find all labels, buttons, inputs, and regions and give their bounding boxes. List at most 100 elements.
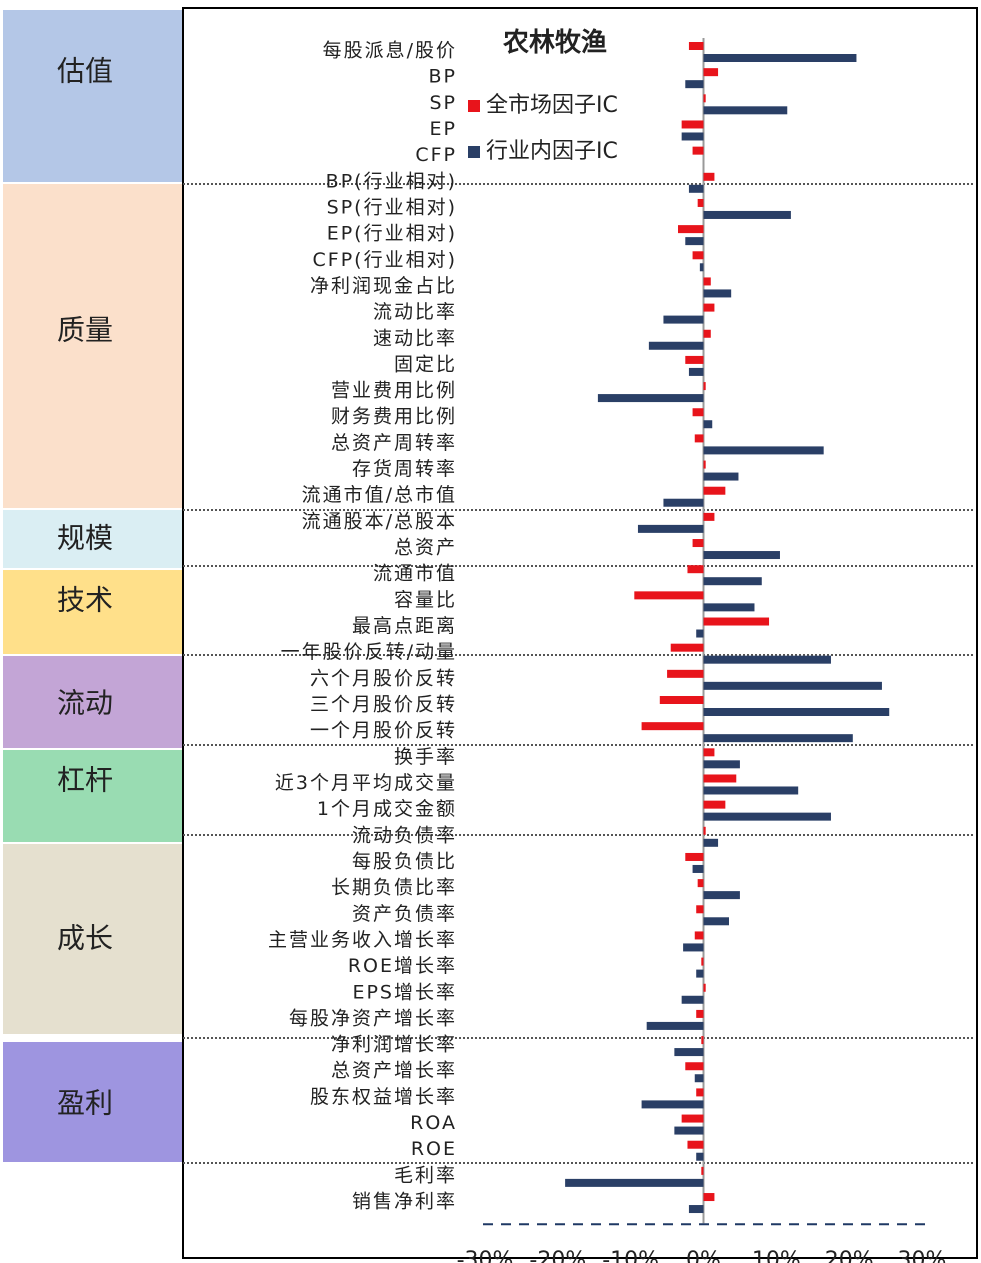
y-tick-label: 流通股本/总股本 — [302, 510, 457, 532]
bar — [703, 68, 719, 77]
bar — [646, 1021, 704, 1030]
y-tick-label: 容量比 — [394, 589, 457, 611]
y-tick-label: 净利润现金占比 — [310, 275, 457, 297]
y-tick-label: 每股负债比 — [352, 850, 457, 872]
bar — [681, 995, 704, 1004]
chart-title: 农林牧渔 — [502, 28, 607, 58]
legend-label: 全市场因子IC — [486, 93, 618, 118]
bar — [674, 1048, 704, 1057]
bar — [681, 120, 704, 129]
group-label: 估值 — [57, 55, 113, 88]
x-tick-label: -10% — [602, 1248, 659, 1263]
bar — [696, 905, 704, 914]
bar — [703, 210, 791, 219]
y-tick-label: EPS增长率 — [352, 981, 457, 1003]
y-tick-label: 一个月股价反转 — [310, 720, 457, 742]
bar — [683, 943, 704, 952]
x-tick-label: 30% — [898, 1248, 947, 1263]
bar — [688, 1205, 704, 1214]
bar — [681, 1114, 704, 1123]
bar — [674, 1126, 704, 1135]
group-label: 杠杆 — [57, 764, 113, 797]
bar — [703, 983, 706, 992]
group-band — [3, 570, 182, 654]
bar — [685, 237, 704, 246]
group-band — [3, 656, 182, 748]
bar — [565, 1178, 704, 1187]
x-tick-label: 10% — [752, 1248, 801, 1263]
bar — [703, 512, 715, 521]
bar — [663, 315, 704, 324]
bar — [697, 198, 704, 207]
bar — [681, 132, 704, 141]
y-tick-label: 换手率 — [394, 746, 457, 768]
bar — [685, 355, 704, 364]
bar — [685, 1062, 704, 1071]
y-tick-label: 每股净资产增长率 — [289, 1007, 457, 1029]
separators — [183, 183, 975, 1164]
x-tick-label: -30% — [457, 1248, 514, 1263]
bar — [703, 655, 831, 664]
bar — [641, 722, 704, 731]
y-tick-label: ROA — [410, 1112, 457, 1134]
y-tick-label: 存货周转率 — [352, 458, 457, 480]
group-band — [3, 510, 182, 568]
y-tick-label: 流通市值 — [373, 563, 457, 585]
bar — [678, 225, 704, 234]
bar — [703, 551, 780, 560]
legend-label: 行业内因子IC — [486, 139, 618, 164]
bar — [696, 629, 704, 638]
bar — [637, 524, 704, 533]
bar — [692, 146, 704, 155]
bar — [703, 106, 788, 115]
bar — [696, 1088, 704, 1097]
y-tick-label: 主营业务收入增长率 — [268, 929, 457, 951]
bar — [685, 80, 704, 89]
bar — [703, 812, 831, 821]
y-tick-label: 股东权益增长率 — [310, 1086, 457, 1108]
group-label: 成长 — [57, 922, 113, 955]
y-tick-label: BP(行业相对) — [326, 170, 457, 192]
plot-frame — [182, 7, 978, 1259]
y-tick-label: CFP — [415, 144, 457, 166]
bar — [692, 539, 704, 548]
bar — [703, 774, 737, 783]
bar — [703, 786, 799, 795]
bar — [597, 394, 704, 403]
bar — [687, 1140, 704, 1149]
bar — [703, 826, 706, 835]
y-tick-label: EP(行业相对) — [327, 223, 457, 245]
bar — [670, 643, 704, 652]
y-tick-label: ROE增长率 — [348, 955, 457, 977]
bar — [703, 838, 719, 847]
y-tick-label: 流动比率 — [373, 301, 457, 323]
bar — [634, 591, 704, 600]
bar — [703, 329, 711, 338]
bar — [692, 251, 704, 260]
bar — [703, 382, 706, 391]
y-tick-label: CFP(行业相对) — [313, 249, 457, 271]
group-label: 规模 — [57, 522, 113, 555]
bar — [694, 1074, 704, 1083]
bar — [692, 408, 704, 417]
bar — [688, 184, 704, 193]
bar — [696, 969, 704, 978]
y-tick-label: 流动负债率 — [352, 824, 457, 846]
bar — [703, 760, 740, 769]
y-tick-label: 净利润增长率 — [331, 1034, 457, 1056]
bar — [703, 708, 890, 716]
y-tick-label: 速动比率 — [373, 327, 457, 349]
bar — [703, 303, 715, 312]
bar — [701, 1166, 704, 1175]
group-band — [3, 750, 182, 842]
bar — [703, 486, 726, 495]
y-tick-label: 资产负债率 — [352, 903, 457, 925]
y-tick-label: 固定比 — [394, 353, 457, 375]
bar — [701, 957, 704, 966]
bar — [703, 1193, 715, 1202]
y-tick-label: 1个月成交金额 — [317, 798, 457, 820]
bar — [692, 864, 704, 873]
group-band — [3, 184, 182, 508]
y-tick-label: 营业费用比例 — [331, 380, 457, 402]
